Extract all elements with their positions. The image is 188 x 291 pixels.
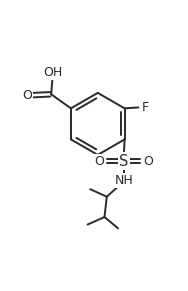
Text: O: O [22, 89, 32, 102]
Text: OH: OH [43, 66, 62, 79]
Text: NH: NH [115, 174, 134, 187]
Text: O: O [94, 155, 104, 168]
Text: O: O [144, 155, 153, 168]
Text: F: F [142, 101, 149, 114]
Text: S: S [119, 154, 128, 168]
